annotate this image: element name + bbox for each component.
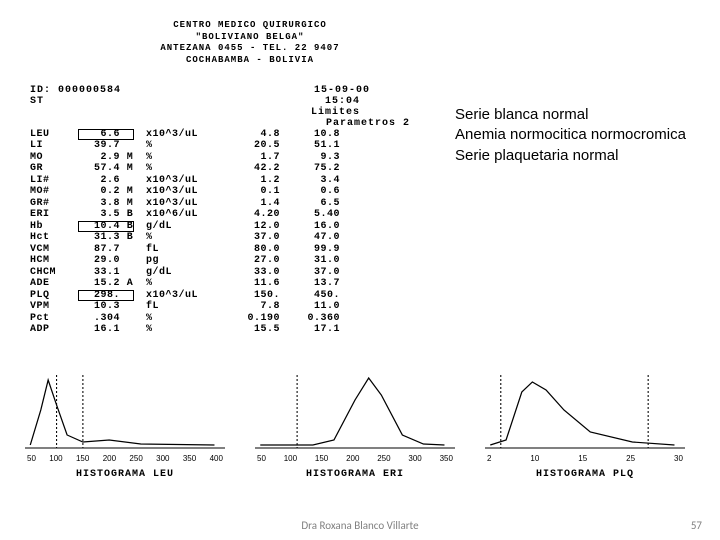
report-header: CENTRO MEDICO QUIRURGICO "BOLIVIANO BELG… [30, 20, 470, 67]
table-row: CHCM33.1g/dL33.037.0 [30, 267, 470, 279]
header-line-2: "BOLIVIANO BELGA" [30, 32, 470, 44]
histogram-row: 50100150200250300350400 HISTOGRAMA LEU 5… [25, 370, 685, 490]
table-row: GR57.4M%42.275.2 [30, 163, 470, 175]
plq-ticks: 210152530 [485, 454, 685, 463]
interp-line-1: Serie blanca normal [455, 105, 695, 125]
lab-report: CENTRO MEDICO QUIRURGICO "BOLIVIANO BELG… [30, 20, 470, 336]
table-row: VPM10.3fL7.811.0 [30, 301, 470, 313]
id-field: ID: 000000584 [30, 85, 121, 96]
table-row: Hct31.3B%37.047.0 [30, 232, 470, 244]
time-field: 15:04 [325, 96, 470, 107]
footer-author: Dra Roxana Blanco Villarte [0, 519, 720, 532]
table-row: Hb10.4Bg/dL12.016.0 [30, 221, 470, 233]
header-line-4: COCHABAMBA - BOLIVIA [30, 55, 470, 67]
table-row: MO2.9M%1.79.3 [30, 152, 470, 164]
st-field: ST [30, 96, 44, 107]
histogram-eri: 50100150200250300350 HISTOGRAMA ERI [255, 370, 455, 490]
table-row: LEU6.6x10^3/uL4.810.8 [30, 129, 470, 141]
st-time-row: ST 15:04 [30, 96, 470, 107]
params-label: Parametros 2 [30, 118, 470, 129]
table-row: ADP16.1%15.517.1 [30, 324, 470, 336]
table-row: GR#3.8Mx10^3/uL1.46.5 [30, 198, 470, 210]
table-row: HCM29.0pg27.031.0 [30, 255, 470, 267]
interpretation-text: Serie blanca normal Anemia normocitica n… [455, 105, 695, 166]
date-field: 15-09-00 [314, 85, 470, 96]
id-date-row: ID: 000000584 15-09-00 [30, 85, 470, 96]
results-table: LEU6.6x10^3/uL4.810.8LI39.7%20.551.1MO2.… [30, 129, 470, 336]
table-row: ERI3.5Bx10^6/uL4.205.40 [30, 209, 470, 221]
histogram-leu: 50100150200250300350400 HISTOGRAMA LEU [25, 370, 225, 490]
footer-page: 57 [691, 519, 702, 532]
leu-title: HISTOGRAMA LEU [25, 469, 225, 480]
header-line-3: ANTEZANA 0455 - TEL. 22 9407 [30, 43, 470, 55]
table-row: ADE15.2A%11.613.7 [30, 278, 470, 290]
header-line-1: CENTRO MEDICO QUIRURGICO [30, 20, 470, 32]
interp-line-3: Serie plaquetaria normal [455, 146, 695, 166]
table-row: PLQ298.x10^3/uL150.450. [30, 290, 470, 302]
leu-ticks: 50100150200250300350400 [25, 454, 225, 463]
plq-title: HISTOGRAMA PLQ [485, 469, 685, 480]
table-row: LI39.7%20.551.1 [30, 140, 470, 152]
interp-line-2: Anemia normocitica normocromica [455, 125, 695, 145]
eri-title: HISTOGRAMA ERI [255, 469, 455, 480]
limits-label: Limites [30, 107, 470, 118]
histogram-plq: 210152530 HISTOGRAMA PLQ [485, 370, 685, 490]
table-row: LI#2.6x10^3/uL1.23.4 [30, 175, 470, 187]
table-row: Pct.304%0.1900.360 [30, 313, 470, 325]
eri-ticks: 50100150200250300350 [255, 454, 455, 463]
table-row: VCM87.7fL80.099.9 [30, 244, 470, 256]
table-row: MO#0.2Mx10^3/uL0.10.6 [30, 186, 470, 198]
